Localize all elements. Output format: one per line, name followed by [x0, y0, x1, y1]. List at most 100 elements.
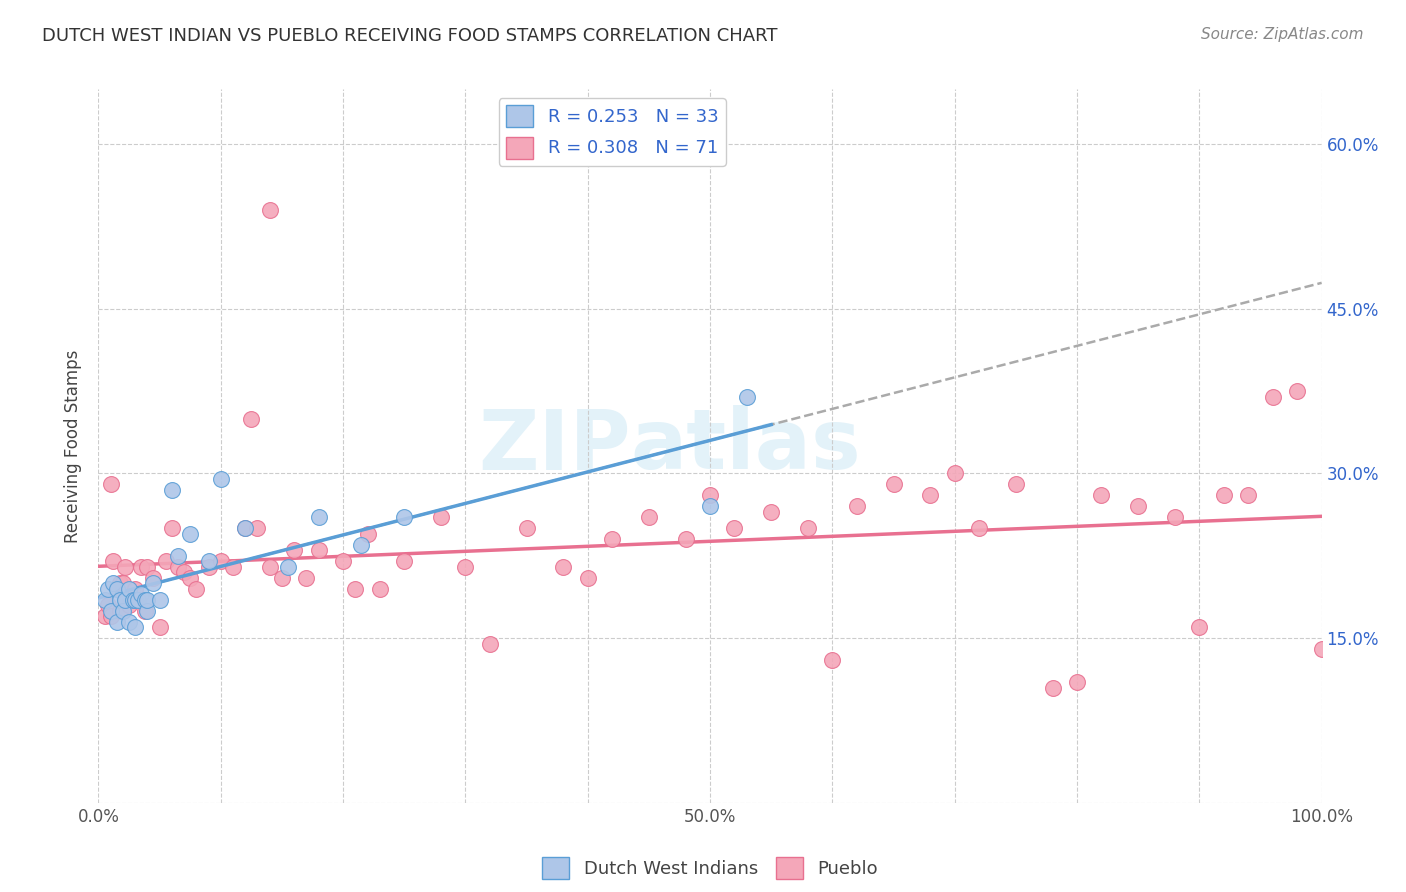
Point [392, 554, 416, 568]
Point [735, 390, 758, 404]
Point [149, 592, 172, 607]
Point [105, 582, 128, 596]
Point [134, 592, 156, 607]
Point [134, 604, 156, 618]
Point [167, 549, 190, 563]
Point [97, 582, 120, 596]
Point [392, 510, 416, 524]
Point [100, 609, 122, 624]
Point [100, 604, 122, 618]
Point [149, 620, 172, 634]
Point [344, 582, 367, 596]
Point [967, 521, 990, 535]
Point [101, 576, 124, 591]
Y-axis label: Receiving Food Stamps: Receiving Food Stamps [65, 350, 83, 542]
Point [761, 505, 783, 519]
Point [1066, 675, 1088, 690]
Point [222, 559, 245, 574]
Point [283, 543, 305, 558]
Point [100, 477, 122, 491]
Point [142, 571, 165, 585]
Point [136, 559, 159, 574]
Point [114, 559, 136, 574]
Point [121, 592, 143, 607]
Point [118, 582, 141, 596]
Point [699, 488, 721, 502]
Point [797, 521, 820, 535]
Point [114, 592, 136, 607]
Point [723, 521, 745, 535]
Point [136, 604, 159, 618]
Point [105, 615, 128, 629]
Point [1042, 681, 1064, 695]
Point [259, 202, 281, 217]
Point [136, 592, 159, 607]
Point [1164, 510, 1187, 524]
Point [1004, 477, 1026, 491]
Point [699, 500, 721, 514]
Point [233, 521, 256, 535]
Point [111, 604, 134, 618]
Point [553, 559, 575, 574]
Point [179, 526, 201, 541]
Point [127, 592, 149, 607]
Point [209, 472, 232, 486]
Point [308, 510, 330, 524]
Point [883, 477, 905, 491]
Point [277, 559, 299, 574]
Point [197, 554, 219, 568]
Point [675, 533, 697, 547]
Point [129, 559, 152, 574]
Point [515, 521, 537, 535]
Point [1237, 488, 1260, 502]
Point [1212, 488, 1234, 502]
Point [129, 587, 152, 601]
Point [118, 615, 141, 629]
Text: atlas: atlas [630, 406, 862, 486]
Point [576, 571, 599, 585]
Point [93, 592, 115, 607]
Point [1261, 390, 1284, 404]
Point [821, 653, 844, 667]
Point [124, 582, 146, 596]
Point [167, 559, 190, 574]
Point [142, 576, 165, 591]
Point [124, 592, 146, 607]
Point [197, 559, 219, 574]
Text: DUTCH WEST INDIAN VS PUEBLO RECEIVING FOOD STAMPS CORRELATION CHART: DUTCH WEST INDIAN VS PUEBLO RECEIVING FO… [42, 27, 778, 45]
Point [160, 483, 183, 497]
Point [186, 582, 208, 596]
Point [1188, 620, 1211, 634]
Point [454, 559, 477, 574]
Point [332, 554, 354, 568]
Point [1286, 384, 1309, 398]
Point [270, 571, 294, 585]
Point [110, 604, 132, 618]
Point [179, 571, 201, 585]
Point [430, 510, 453, 524]
Point [155, 554, 177, 568]
Point [350, 538, 373, 552]
Point [1310, 642, 1333, 657]
Point [97, 598, 120, 612]
Point [111, 576, 134, 591]
Text: Source: ZipAtlas.com: Source: ZipAtlas.com [1201, 27, 1364, 42]
Point [920, 488, 942, 502]
Text: ZIP: ZIP [478, 406, 630, 486]
Point [308, 543, 330, 558]
Point [246, 521, 269, 535]
Point [105, 582, 128, 596]
Point [368, 582, 391, 596]
Point [160, 521, 183, 535]
Point [356, 526, 378, 541]
Point [600, 533, 623, 547]
Point [478, 637, 501, 651]
Point [943, 467, 966, 481]
Point [93, 609, 115, 624]
Point [110, 592, 132, 607]
Point [240, 411, 263, 425]
Point [1090, 488, 1112, 502]
Point [845, 500, 868, 514]
Point [110, 576, 132, 591]
Point [101, 554, 124, 568]
